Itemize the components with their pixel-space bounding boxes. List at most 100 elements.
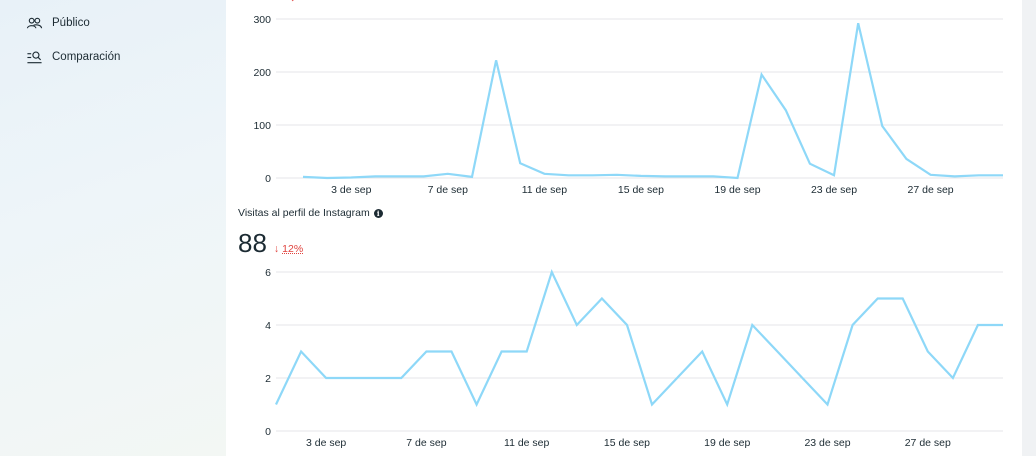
data-point[interactable] bbox=[475, 403, 479, 407]
data-point[interactable] bbox=[299, 350, 303, 354]
y-tick-label: 0 bbox=[265, 173, 271, 185]
sidebar-item-label: Comparación bbox=[52, 51, 121, 63]
data-point[interactable] bbox=[808, 162, 812, 166]
data-point[interactable] bbox=[301, 175, 305, 179]
data-point[interactable] bbox=[750, 323, 754, 327]
x-tick-label: 19 de sep bbox=[704, 437, 750, 449]
data-point[interactable] bbox=[525, 350, 529, 354]
data-point[interactable] bbox=[951, 376, 955, 380]
data-point[interactable] bbox=[399, 376, 403, 380]
data-point[interactable] bbox=[832, 173, 836, 177]
data-point[interactable] bbox=[880, 124, 884, 128]
data-point[interactable] bbox=[784, 108, 788, 112]
data-point[interactable] bbox=[424, 350, 428, 354]
data-point[interactable] bbox=[1001, 323, 1005, 327]
y-tick-label: 2 bbox=[265, 373, 271, 385]
x-tick-label: 3 de sep bbox=[306, 437, 346, 449]
data-point[interactable] bbox=[650, 403, 654, 407]
info-icon[interactable]: i bbox=[373, 208, 383, 218]
data-point[interactable] bbox=[494, 58, 498, 62]
sidebar: Público Comparación bbox=[0, 0, 226, 456]
x-tick-label: 15 de sep bbox=[604, 437, 650, 449]
arrow-down-icon: ↓ bbox=[273, 243, 280, 255]
data-point[interactable] bbox=[977, 173, 981, 177]
data-point[interactable] bbox=[349, 175, 353, 179]
x-tick-label: 19 de sep bbox=[714, 184, 760, 196]
data-point[interactable] bbox=[800, 376, 804, 380]
y-tick-label: 300 bbox=[253, 14, 271, 26]
data-point[interactable] bbox=[876, 297, 880, 301]
data-point[interactable] bbox=[687, 174, 691, 178]
data-point[interactable] bbox=[826, 403, 830, 407]
delta-indicator-top: ↓ bbox=[290, 0, 295, 4]
y-tick-label: 0 bbox=[265, 426, 271, 438]
data-point[interactable] bbox=[851, 323, 855, 327]
compare-search-icon bbox=[27, 51, 42, 63]
data-point[interactable] bbox=[953, 174, 957, 178]
delta-percent[interactable]: 12% bbox=[282, 243, 304, 255]
data-point[interactable] bbox=[274, 403, 278, 407]
scrollbar-track[interactable] bbox=[1022, 0, 1036, 456]
x-tick-label: 23 de sep bbox=[804, 437, 850, 449]
data-point[interactable] bbox=[725, 403, 729, 407]
x-tick-label: 27 de sep bbox=[905, 437, 951, 449]
data-point[interactable] bbox=[575, 323, 579, 327]
x-tick-label: 3 de sep bbox=[331, 184, 371, 196]
data-point[interactable] bbox=[567, 173, 571, 177]
data-point[interactable] bbox=[856, 21, 860, 25]
chart-top: 0 100 200 300 3 de sep 7 de sep 11 de sep 15 de… bbox=[253, 14, 1005, 196]
data-point[interactable] bbox=[625, 323, 629, 327]
metric-label-text: Visitas al perfil de Instagram bbox=[238, 207, 370, 219]
data-point[interactable] bbox=[324, 376, 328, 380]
delta-indicator: ↓ 12% bbox=[274, 243, 303, 255]
data-point[interactable] bbox=[700, 350, 704, 354]
data-point[interactable] bbox=[775, 350, 779, 354]
data-point[interactable] bbox=[422, 174, 426, 178]
data-point[interactable] bbox=[760, 73, 764, 77]
data-point[interactable] bbox=[591, 173, 595, 177]
x-tick-label: 7 de sep bbox=[406, 437, 446, 449]
data-point[interactable] bbox=[904, 157, 908, 161]
data-point[interactable] bbox=[542, 172, 546, 176]
y-tick-label: 100 bbox=[253, 120, 271, 132]
data-point[interactable] bbox=[349, 376, 353, 380]
metric-value: 88 bbox=[238, 228, 267, 258]
y-tick-label: 200 bbox=[253, 67, 271, 79]
sidebar-item-comparacion[interactable]: Comparación bbox=[26, 47, 120, 67]
data-point[interactable] bbox=[976, 323, 980, 327]
data-point[interactable] bbox=[398, 174, 402, 178]
data-point[interactable] bbox=[600, 297, 604, 301]
data-point[interactable] bbox=[449, 350, 453, 354]
y-tick-label: 6 bbox=[265, 267, 271, 279]
data-point[interactable] bbox=[639, 174, 643, 178]
data-point[interactable] bbox=[1001, 173, 1005, 177]
sidebar-item-publico[interactable]: Público bbox=[26, 13, 90, 33]
data-point[interactable] bbox=[446, 172, 450, 176]
data-point[interactable] bbox=[901, 297, 905, 301]
data-point[interactable] bbox=[675, 376, 679, 380]
data-point[interactable] bbox=[500, 350, 504, 354]
data-point[interactable] bbox=[325, 176, 329, 180]
x-tick-label: 15 de sep bbox=[618, 184, 664, 196]
data-point[interactable] bbox=[926, 350, 930, 354]
data-point[interactable] bbox=[470, 175, 474, 179]
data-point[interactable] bbox=[373, 174, 377, 178]
metric-label: Visitas al perfil de Instagram i bbox=[238, 207, 383, 219]
chart-bottom: 0 2 4 6 3 de sep 7 de sep 11 de sep 15 de sep 19… bbox=[265, 267, 1005, 449]
x-tick-label: 11 de sep bbox=[522, 184, 568, 196]
x-tick-label: 7 de sep bbox=[428, 184, 468, 196]
data-point[interactable] bbox=[711, 174, 715, 178]
data-point[interactable] bbox=[550, 270, 554, 274]
series-line bbox=[302, 22, 1003, 180]
data-point[interactable] bbox=[929, 173, 933, 177]
sidebar-item-label: Público bbox=[52, 17, 90, 29]
data-point[interactable] bbox=[615, 173, 619, 177]
data-point[interactable] bbox=[663, 174, 667, 178]
metric-summary: 88 ↓ 12% bbox=[238, 228, 303, 259]
data-point[interactable] bbox=[518, 161, 522, 165]
data-point[interactable] bbox=[735, 176, 739, 180]
series-line bbox=[275, 268, 1003, 408]
data-point[interactable] bbox=[374, 376, 378, 380]
x-tick-label: 27 de sep bbox=[908, 184, 954, 196]
people-icon bbox=[26, 17, 43, 28]
